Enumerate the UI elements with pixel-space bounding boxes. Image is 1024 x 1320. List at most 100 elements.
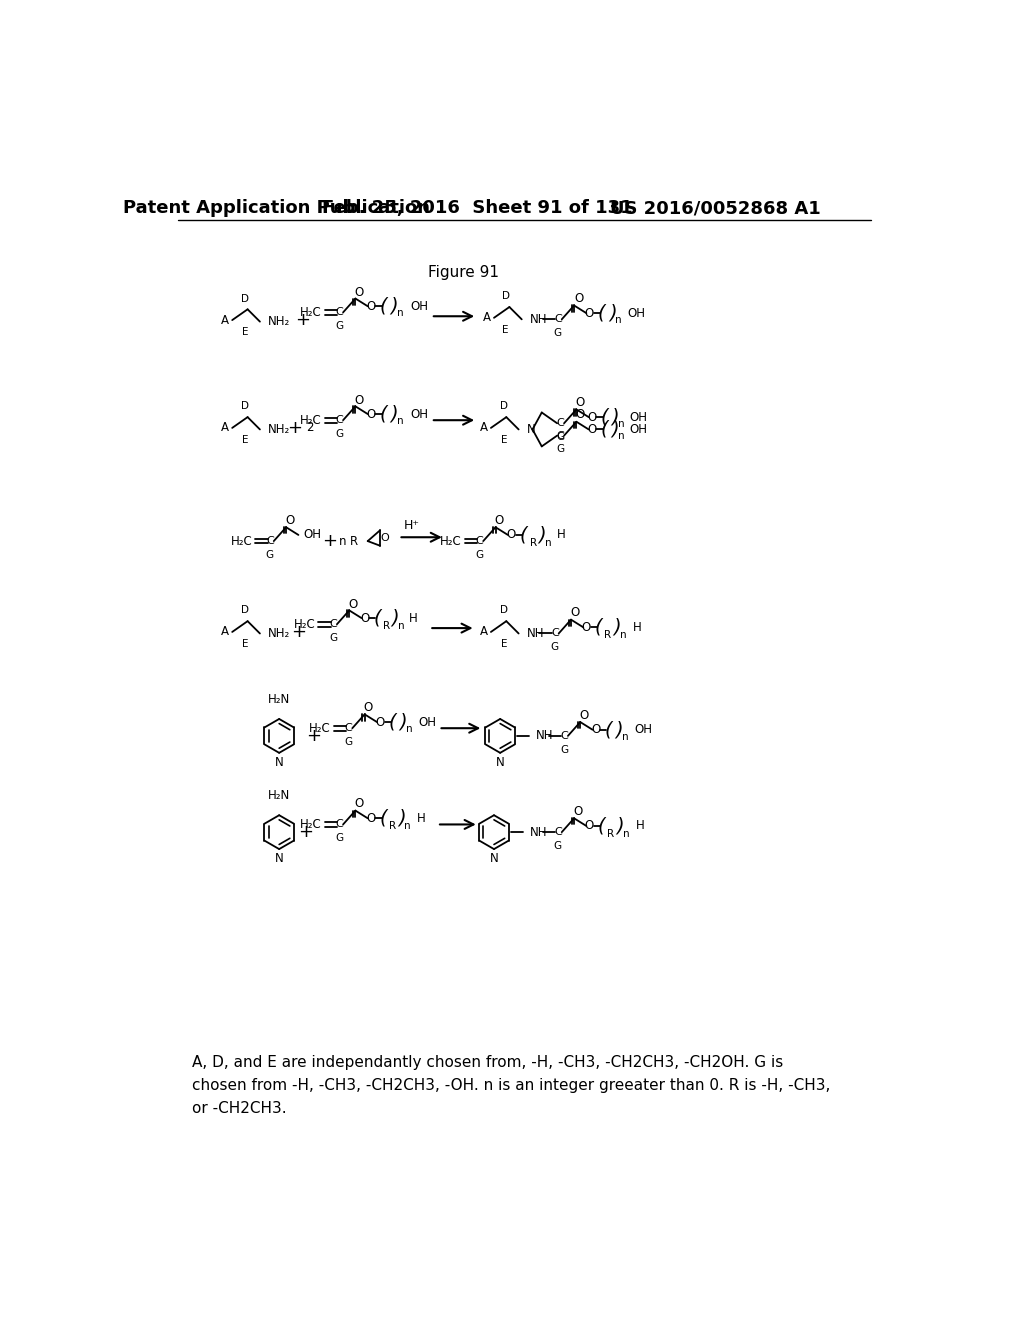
Text: A: A xyxy=(221,314,229,326)
Text: n: n xyxy=(617,418,625,429)
Text: D: D xyxy=(500,606,508,615)
Text: O: O xyxy=(367,408,376,421)
Text: (: ( xyxy=(604,721,611,739)
Text: E: E xyxy=(242,436,249,445)
Text: H: H xyxy=(636,820,644,833)
Text: C: C xyxy=(556,418,564,428)
Text: ): ) xyxy=(391,609,399,627)
Text: C: C xyxy=(554,828,562,837)
Text: ): ) xyxy=(538,525,546,544)
Text: ): ) xyxy=(390,297,397,315)
Text: R: R xyxy=(604,630,611,640)
Text: O: O xyxy=(587,422,596,436)
Text: H₂C: H₂C xyxy=(294,618,315,631)
Text: NH: NH xyxy=(530,825,548,838)
Text: +: + xyxy=(322,532,337,550)
Text: (: ( xyxy=(600,420,608,440)
Text: ): ) xyxy=(399,713,407,731)
Text: A: A xyxy=(221,421,229,434)
Text: OH: OH xyxy=(630,411,647,424)
Text: O: O xyxy=(286,513,295,527)
Text: OH: OH xyxy=(410,408,428,421)
Text: N: N xyxy=(489,851,499,865)
Text: O: O xyxy=(574,292,584,305)
Text: (: ( xyxy=(379,404,387,424)
Text: O: O xyxy=(354,393,364,407)
Text: ): ) xyxy=(397,809,406,828)
Text: N: N xyxy=(496,755,505,768)
Text: O: O xyxy=(367,812,376,825)
Text: H₂N: H₂N xyxy=(268,693,290,706)
Text: O: O xyxy=(367,300,376,313)
Text: n: n xyxy=(396,308,403,318)
Text: O: O xyxy=(570,606,580,619)
Text: G: G xyxy=(551,643,559,652)
Text: C: C xyxy=(335,416,343,425)
Text: n: n xyxy=(624,829,630,838)
Text: OH: OH xyxy=(630,422,647,436)
Text: C: C xyxy=(266,536,273,546)
Text: C: C xyxy=(329,619,337,630)
Text: A: A xyxy=(221,626,229,639)
Text: (: ( xyxy=(598,304,605,322)
Text: (: ( xyxy=(598,817,605,836)
Text: H: H xyxy=(410,611,418,624)
Text: O: O xyxy=(575,396,585,409)
Text: G: G xyxy=(554,329,562,338)
Text: C: C xyxy=(560,731,568,741)
Text: R: R xyxy=(389,821,396,832)
Text: E: E xyxy=(242,639,249,649)
Text: +: + xyxy=(299,824,313,841)
Text: O: O xyxy=(364,701,373,714)
Text: G: G xyxy=(556,432,564,442)
Text: n: n xyxy=(396,416,403,426)
Text: (: ( xyxy=(595,618,602,636)
Text: C: C xyxy=(335,820,343,829)
Text: D: D xyxy=(502,292,510,301)
Text: G: G xyxy=(335,429,343,440)
Text: O: O xyxy=(360,611,370,624)
Text: R: R xyxy=(530,537,538,548)
Text: ): ) xyxy=(608,304,616,322)
Text: NH₂: NH₂ xyxy=(267,422,290,436)
Text: NH: NH xyxy=(537,730,554,742)
Text: O: O xyxy=(587,411,596,424)
Text: n: n xyxy=(617,432,625,441)
Text: (: ( xyxy=(379,809,387,828)
Text: +: + xyxy=(287,418,302,437)
Text: C: C xyxy=(551,628,559,639)
Text: O: O xyxy=(354,797,364,810)
Text: n: n xyxy=(615,315,622,325)
Text: H₂C: H₂C xyxy=(440,535,462,548)
Text: OH: OH xyxy=(303,528,322,541)
Text: OH: OH xyxy=(410,300,428,313)
Text: +: + xyxy=(291,623,306,642)
Text: C: C xyxy=(475,536,483,546)
Text: H₂N: H₂N xyxy=(268,789,290,803)
Text: A, D, and E are independantly chosen from, -H, -CH3, -CH2CH3, -CH2OH. G is
chose: A, D, and E are independantly chosen fro… xyxy=(193,1056,830,1115)
Text: G: G xyxy=(266,550,274,560)
Text: 2: 2 xyxy=(306,421,313,434)
Text: G: G xyxy=(475,550,483,560)
Text: G: G xyxy=(556,445,564,454)
Text: H: H xyxy=(557,528,566,541)
Text: NH₂: NH₂ xyxy=(267,315,290,329)
Text: H: H xyxy=(417,812,426,825)
Text: H₂C: H₂C xyxy=(230,535,252,548)
Text: O: O xyxy=(380,533,389,543)
Text: G: G xyxy=(560,744,568,755)
Text: N: N xyxy=(527,422,536,436)
Text: G: G xyxy=(335,321,343,331)
Text: ): ) xyxy=(390,404,397,424)
Text: (: ( xyxy=(373,609,381,627)
Text: OH: OH xyxy=(419,715,436,729)
Text: O: O xyxy=(582,620,591,634)
Text: O: O xyxy=(495,513,504,527)
Text: E: E xyxy=(501,639,507,649)
Text: US 2016/0052868 A1: US 2016/0052868 A1 xyxy=(610,199,821,218)
Text: N: N xyxy=(274,755,284,768)
Text: R: R xyxy=(607,829,614,838)
Text: NH₂: NH₂ xyxy=(267,627,290,640)
Text: D: D xyxy=(242,401,249,412)
Text: O: O xyxy=(354,286,364,298)
